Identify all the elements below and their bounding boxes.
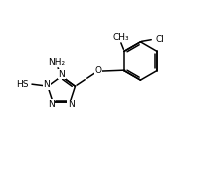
Text: O: O	[94, 66, 101, 75]
Text: N: N	[43, 80, 50, 89]
Text: Cl: Cl	[155, 35, 164, 44]
Text: HS: HS	[16, 80, 29, 89]
Text: N: N	[68, 100, 75, 109]
Text: CH₃: CH₃	[112, 33, 129, 42]
Text: N: N	[58, 70, 65, 79]
Text: NH₂: NH₂	[48, 58, 66, 67]
Text: N: N	[48, 100, 55, 109]
